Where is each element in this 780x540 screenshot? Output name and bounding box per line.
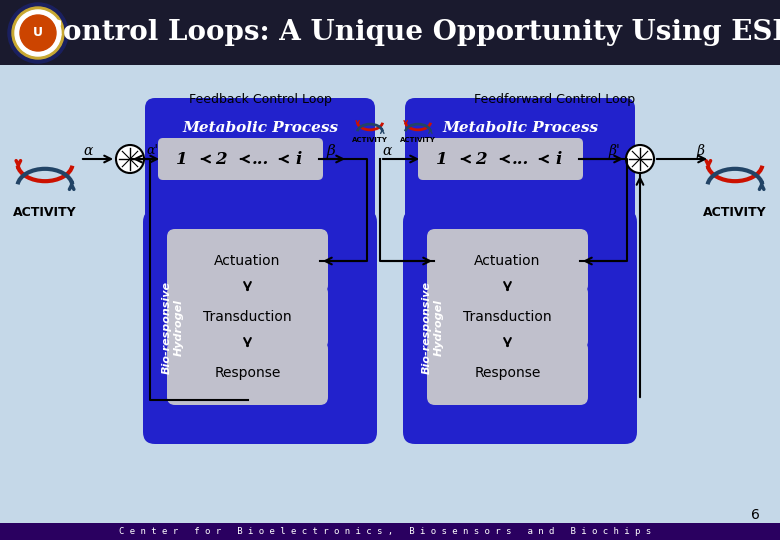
Text: ACTIVITY: ACTIVITY — [704, 206, 767, 219]
Circle shape — [116, 145, 144, 173]
Text: α': α' — [146, 145, 158, 158]
Circle shape — [626, 145, 654, 173]
Text: ...: ... — [251, 151, 268, 167]
Text: 6: 6 — [750, 508, 760, 522]
Text: Bio-responsive
Hydrogel: Bio-responsive Hydrogel — [422, 280, 444, 374]
Bar — [0, 523, 780, 540]
Text: ACTIVITY: ACTIVITY — [352, 137, 388, 143]
Text: β': β' — [608, 144, 620, 158]
Text: β: β — [327, 144, 335, 158]
Circle shape — [20, 15, 56, 51]
FancyBboxPatch shape — [275, 138, 323, 180]
Text: Metabolic Process: Metabolic Process — [182, 121, 338, 135]
Circle shape — [12, 7, 64, 59]
Text: Bio-responsive
Hydrogel: Bio-responsive Hydrogel — [162, 280, 184, 374]
FancyBboxPatch shape — [145, 98, 375, 223]
Text: 1: 1 — [436, 151, 448, 167]
Bar — [0, 0, 780, 65]
FancyBboxPatch shape — [158, 138, 206, 180]
Text: Response: Response — [474, 366, 541, 380]
Text: ...: ... — [512, 151, 529, 167]
FancyBboxPatch shape — [167, 285, 328, 349]
Text: i: i — [296, 151, 302, 167]
Text: C e n t e r   f o r   B i o e l e c t r o n i c s ,   B i o s e n s o r s   a n : C e n t e r f o r B i o e l e c t r o n … — [119, 527, 651, 536]
Text: ACTIVITY: ACTIVITY — [400, 137, 436, 143]
FancyBboxPatch shape — [197, 138, 245, 180]
Text: Control Loops: A Unique Opportunity Using ESH: Control Loops: A Unique Opportunity Usin… — [41, 19, 780, 46]
Text: Actuation: Actuation — [474, 254, 541, 268]
FancyBboxPatch shape — [457, 138, 505, 180]
Text: Feedback Control Loop: Feedback Control Loop — [189, 93, 332, 106]
Text: α: α — [382, 144, 392, 158]
Text: i: i — [556, 151, 562, 167]
Circle shape — [15, 10, 61, 56]
Text: U: U — [33, 26, 43, 39]
Text: Transduction: Transduction — [203, 310, 292, 324]
Text: Metabolic Process: Metabolic Process — [442, 121, 598, 135]
FancyBboxPatch shape — [167, 229, 328, 293]
Text: 2: 2 — [215, 151, 227, 167]
FancyBboxPatch shape — [143, 210, 377, 444]
FancyBboxPatch shape — [405, 98, 635, 223]
Text: α: α — [83, 144, 93, 158]
Text: 2: 2 — [475, 151, 487, 167]
Text: 1: 1 — [176, 151, 188, 167]
FancyBboxPatch shape — [496, 138, 544, 180]
FancyBboxPatch shape — [427, 285, 588, 349]
Text: Feedforward Control Loop: Feedforward Control Loop — [474, 93, 636, 106]
FancyBboxPatch shape — [236, 138, 284, 180]
Circle shape — [8, 3, 68, 63]
Text: Response: Response — [215, 366, 281, 380]
FancyBboxPatch shape — [167, 341, 328, 405]
Text: Actuation: Actuation — [215, 254, 281, 268]
FancyBboxPatch shape — [403, 210, 637, 444]
FancyBboxPatch shape — [418, 138, 466, 180]
Text: Transduction: Transduction — [463, 310, 551, 324]
FancyBboxPatch shape — [535, 138, 583, 180]
Text: β: β — [696, 144, 704, 158]
FancyBboxPatch shape — [427, 229, 588, 293]
FancyBboxPatch shape — [427, 341, 588, 405]
Text: ACTIVITY: ACTIVITY — [13, 206, 76, 219]
